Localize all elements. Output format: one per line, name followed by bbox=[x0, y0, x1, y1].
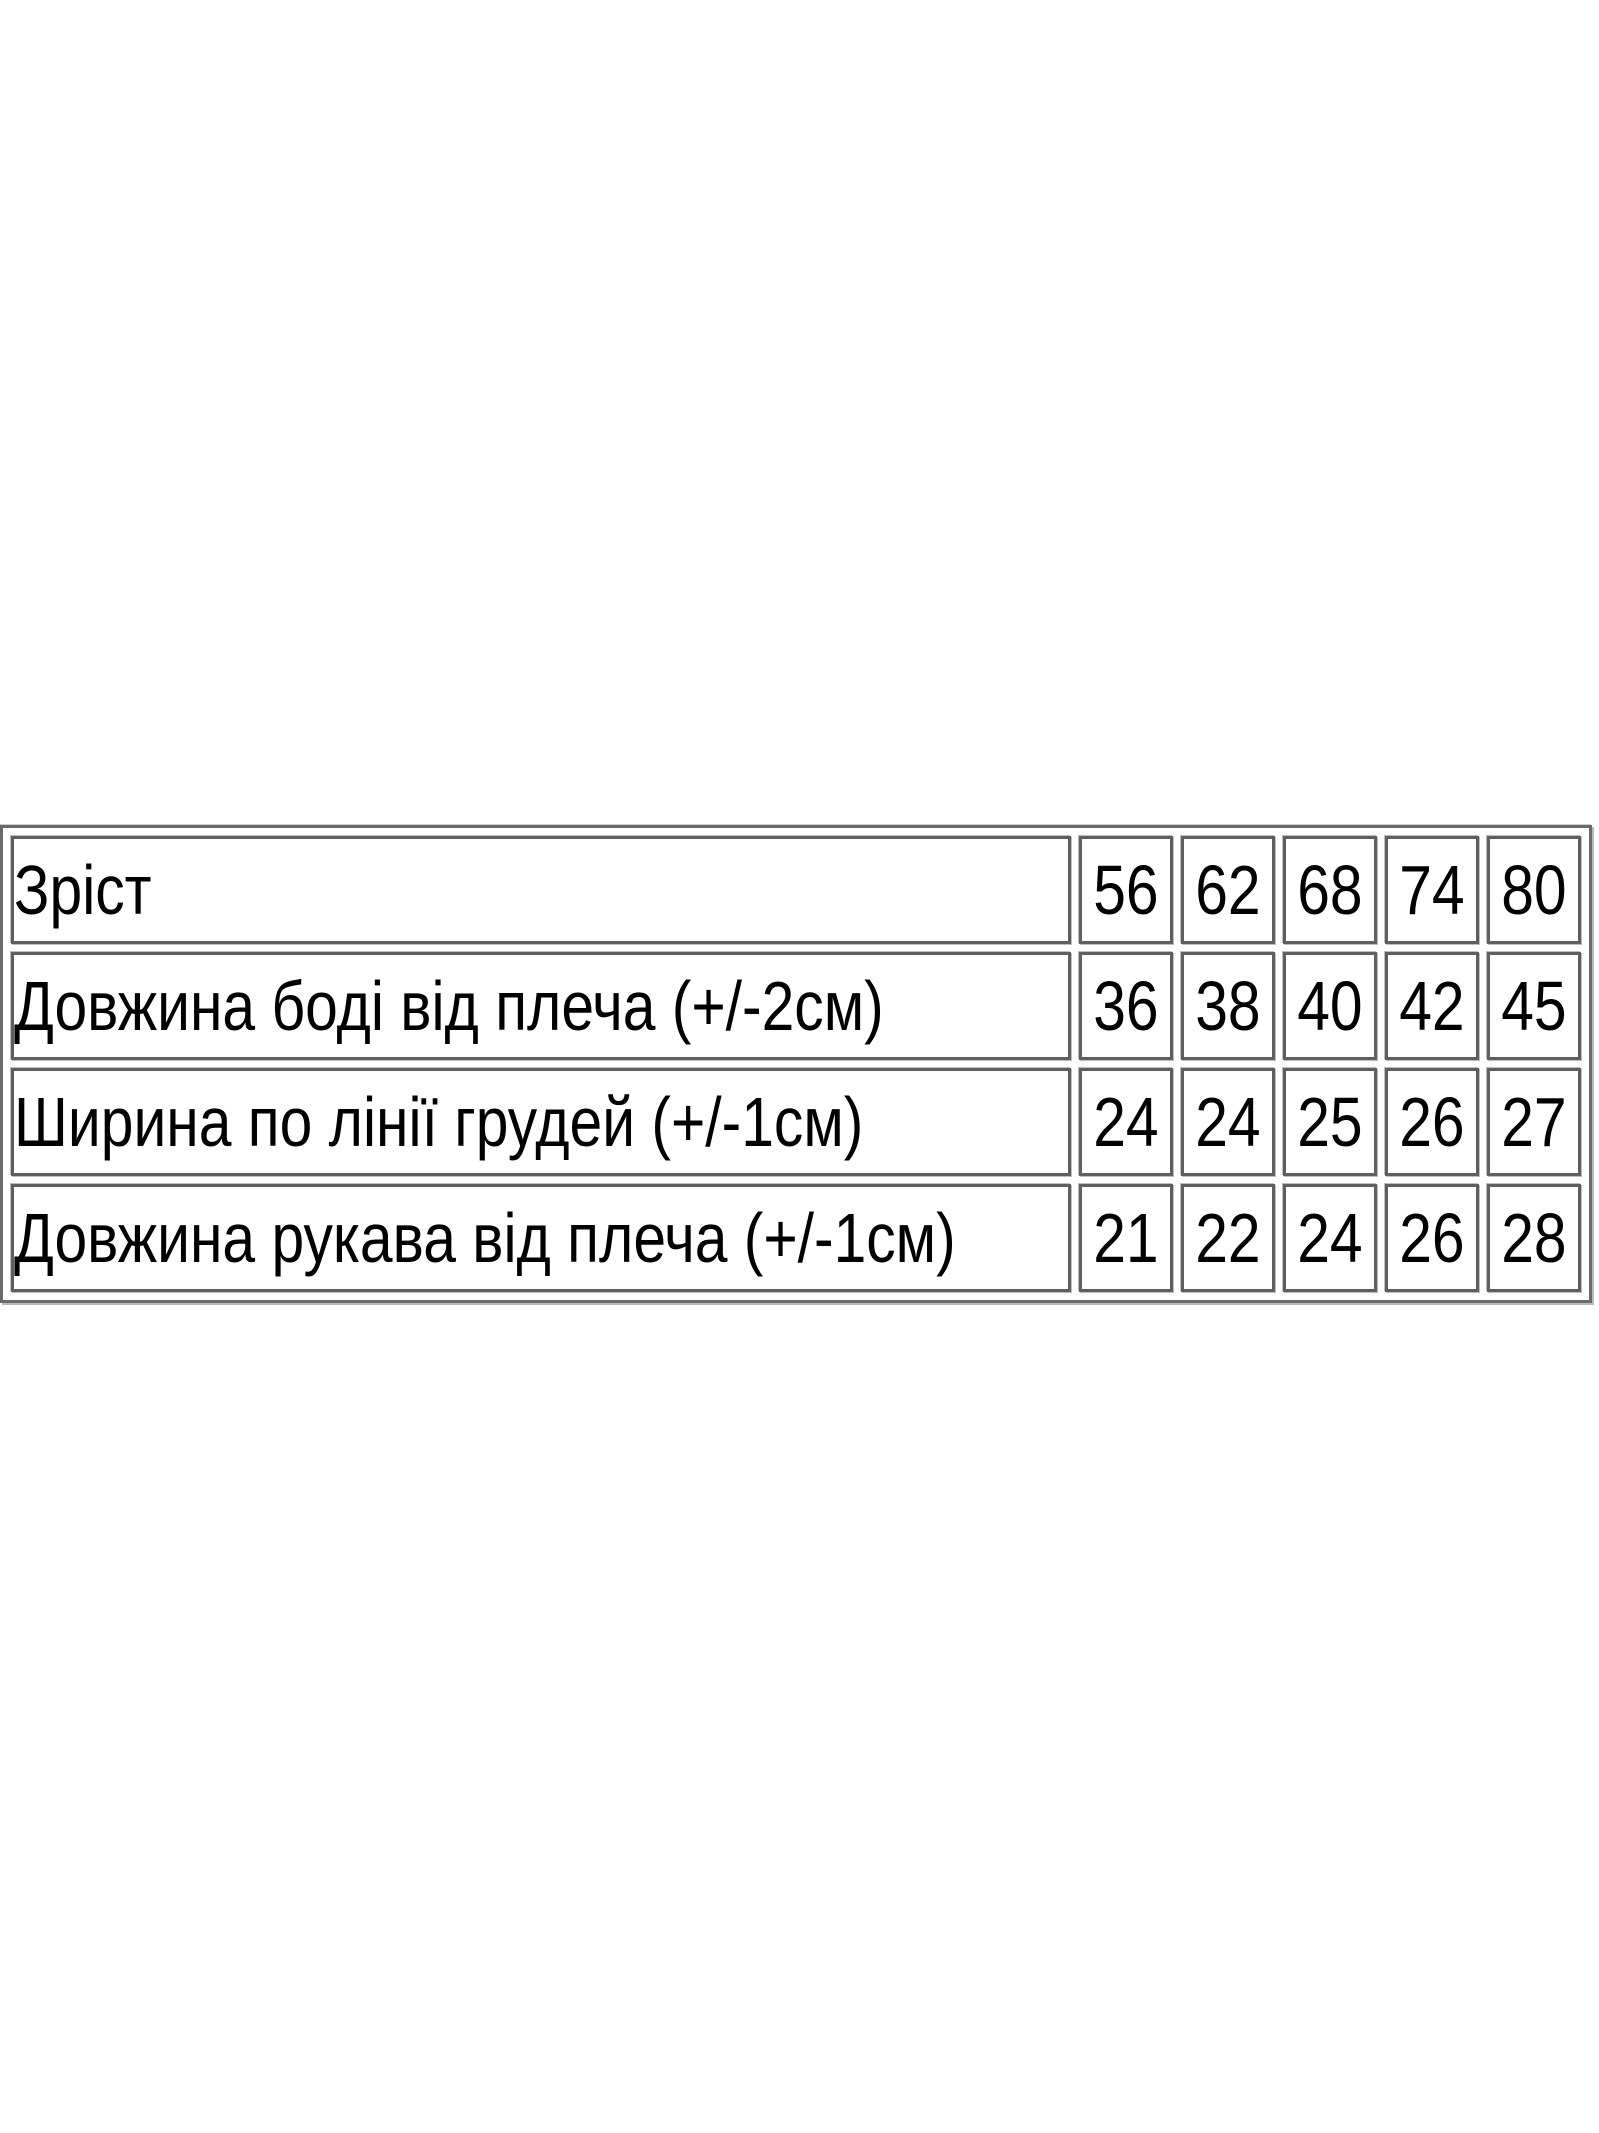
row-label-cell: Ширина по лінії грудей (+/-1см) bbox=[11, 1068, 1071, 1176]
row-label: Довжина боді від плеча (+/-2см) bbox=[14, 967, 884, 1045]
size-value-cell: 27 bbox=[1487, 1068, 1581, 1176]
size-value: 26 bbox=[1399, 1083, 1465, 1161]
size-value-cell: 24 bbox=[1079, 1068, 1173, 1176]
size-value: 74 bbox=[1399, 851, 1465, 929]
size-value: 24 bbox=[1093, 1083, 1159, 1161]
size-value-cell: 28 bbox=[1487, 1184, 1581, 1292]
size-value-cell: 24 bbox=[1283, 1184, 1377, 1292]
size-value-cell: 62 bbox=[1181, 836, 1275, 944]
size-value: 68 bbox=[1297, 851, 1363, 929]
size-value: 45 bbox=[1501, 967, 1567, 1045]
size-value-cell: 74 bbox=[1385, 836, 1479, 944]
size-value: 27 bbox=[1501, 1083, 1567, 1161]
table-row: Довжина боді від плеча (+/-2см) 36 38 40 42 4… bbox=[11, 952, 1581, 1060]
size-value-cell: 26 bbox=[1385, 1068, 1479, 1176]
size-value: 24 bbox=[1195, 1083, 1261, 1161]
size-value: 22 bbox=[1195, 1199, 1261, 1277]
size-value: 80 bbox=[1501, 851, 1567, 929]
size-value-cell: 22 bbox=[1181, 1184, 1275, 1292]
size-value: 25 bbox=[1297, 1083, 1363, 1161]
row-label: Ширина по лінії грудей (+/-1см) bbox=[14, 1083, 864, 1161]
table-row: Довжина рукава від плеча (+/-1см) 21 22 24 2… bbox=[11, 1184, 1581, 1292]
size-chart-table: Зріст 56 62 68 74 80 Довжина боді від плеча (+… bbox=[0, 825, 1592, 1303]
size-value-cell: 56 bbox=[1079, 836, 1173, 944]
size-value: 24 bbox=[1297, 1199, 1363, 1277]
row-label-cell: Довжина боді від плеча (+/-2см) bbox=[11, 952, 1071, 1060]
size-value-cell: 68 bbox=[1283, 836, 1377, 944]
size-value-cell: 25 bbox=[1283, 1068, 1377, 1176]
size-value: 40 bbox=[1297, 967, 1363, 1045]
size-value: 26 bbox=[1399, 1199, 1465, 1277]
size-value-cell: 40 bbox=[1283, 952, 1377, 1060]
size-value: 36 bbox=[1093, 967, 1159, 1045]
size-value: 21 bbox=[1093, 1199, 1159, 1277]
size-value-cell: 42 bbox=[1385, 952, 1479, 1060]
size-value: 38 bbox=[1195, 967, 1261, 1045]
row-label: Зріст bbox=[14, 851, 152, 929]
size-value-cell: 26 bbox=[1385, 1184, 1479, 1292]
size-value-cell: 38 bbox=[1181, 952, 1275, 1060]
size-value-cell: 24 bbox=[1181, 1068, 1275, 1176]
table-row: Зріст 56 62 68 74 80 bbox=[11, 836, 1581, 944]
size-value-cell: 80 bbox=[1487, 836, 1581, 944]
size-value-cell: 36 bbox=[1079, 952, 1173, 1060]
row-label-cell: Зріст bbox=[11, 836, 1071, 944]
row-label-cell: Довжина рукава від плеча (+/-1см) bbox=[11, 1184, 1071, 1292]
size-value: 56 bbox=[1093, 851, 1159, 929]
size-value-cell: 45 bbox=[1487, 952, 1581, 1060]
size-value: 28 bbox=[1501, 1199, 1567, 1277]
size-value: 62 bbox=[1195, 851, 1261, 929]
size-value-cell: 21 bbox=[1079, 1184, 1173, 1292]
size-value: 42 bbox=[1399, 967, 1465, 1045]
size-chart-body: Зріст 56 62 68 74 80 Довжина боді від плеча (+… bbox=[11, 836, 1581, 1292]
table-row: Ширина по лінії грудей (+/-1см) 24 24 25 26 2… bbox=[11, 1068, 1581, 1176]
row-label: Довжина рукава від плеча (+/-1см) bbox=[14, 1199, 956, 1277]
